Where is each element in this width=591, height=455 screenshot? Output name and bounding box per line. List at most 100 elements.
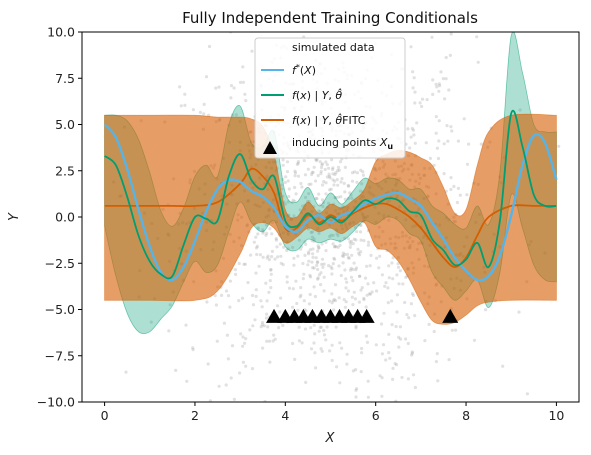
data-point (299, 181, 303, 186)
data-point (434, 115, 438, 119)
data-point (234, 272, 238, 276)
data-point (358, 274, 362, 278)
data-point (358, 230, 363, 234)
legend-label-full-gp: f(x) | Y, θ̂ (292, 88, 342, 102)
data-point (258, 253, 262, 257)
data-point (349, 239, 353, 243)
data-point (269, 272, 273, 276)
data-point (518, 108, 522, 112)
data-point (319, 271, 323, 275)
data-point (265, 312, 269, 316)
data-point (309, 326, 313, 330)
data-point (339, 273, 343, 278)
data-point (354, 324, 358, 328)
data-point (244, 99, 248, 103)
data-point (435, 85, 439, 89)
data-point (214, 86, 218, 90)
data-point (430, 35, 434, 39)
data-point (267, 258, 271, 262)
data-point (257, 264, 261, 268)
data-point (390, 323, 394, 327)
data-point (296, 254, 300, 258)
data-point (314, 159, 318, 163)
data-point (409, 135, 413, 139)
data-point (396, 265, 401, 269)
data-point (388, 356, 392, 360)
data-point (268, 279, 272, 283)
data-point (263, 399, 267, 402)
data-point (360, 346, 364, 351)
data-point (307, 302, 311, 306)
data-point (334, 245, 338, 249)
data-point (259, 299, 263, 303)
data-point (337, 168, 341, 172)
y-axis: −10.0 −7.5 −5.0 −2.5 0.0 2.5 5.0 7.5 10.0 (37, 25, 82, 410)
data-point (343, 190, 347, 194)
data-point (323, 167, 327, 172)
data-point (361, 170, 365, 174)
data-point (341, 251, 345, 255)
data-point (329, 265, 333, 269)
data-point (320, 242, 324, 246)
data-point (301, 449, 304, 452)
data-point (338, 381, 342, 385)
data-point (286, 179, 290, 183)
data-point (285, 280, 289, 284)
data-point (359, 168, 363, 172)
data-point (296, 413, 299, 416)
data-point (368, 292, 373, 296)
data-point (337, 296, 341, 300)
data-point (217, 85, 221, 89)
data-point (491, 443, 494, 446)
data-point (350, 295, 354, 299)
data-point (350, 196, 354, 200)
series-lines (103, 109, 558, 282)
data-point (379, 322, 384, 326)
data-point (484, 308, 488, 312)
y-tick-label: 0.0 (55, 210, 75, 225)
data-point (410, 351, 414, 355)
data-point (314, 256, 318, 260)
data-point (341, 261, 345, 265)
data-point (449, 32, 453, 36)
inducing-point (442, 308, 459, 323)
data-point (410, 126, 414, 131)
data-point (393, 362, 397, 366)
data-point (279, 261, 283, 265)
x-tick-label: 2 (191, 408, 199, 423)
data-point (328, 176, 332, 180)
data-point (265, 231, 269, 235)
data-point (339, 195, 343, 199)
data-point (310, 170, 314, 175)
data-point (406, 127, 410, 131)
data-point (400, 375, 404, 380)
data-point (191, 348, 195, 352)
data-point (282, 245, 286, 249)
data-point (349, 275, 354, 279)
data-point (254, 420, 257, 423)
data-point (149, 320, 153, 324)
data-point (434, 131, 438, 135)
data-point (438, 84, 442, 88)
data-point (238, 80, 243, 84)
data-point (307, 252, 311, 256)
data-point (311, 252, 315, 256)
data-point (409, 437, 412, 440)
data-point (432, 329, 436, 334)
data-point (330, 267, 334, 271)
data-point (408, 146, 412, 150)
data-point (336, 183, 340, 187)
data-point (372, 281, 376, 285)
data-point (264, 281, 268, 285)
data-point (285, 170, 290, 174)
data-point (298, 208, 302, 212)
data-point (266, 325, 270, 329)
data-point (390, 299, 394, 303)
data-point (222, 321, 226, 325)
data-point (336, 165, 341, 169)
data-point (225, 333, 229, 337)
data-point (321, 204, 325, 209)
data-point (475, 35, 479, 39)
data-point (354, 326, 358, 330)
data-point (316, 174, 320, 178)
